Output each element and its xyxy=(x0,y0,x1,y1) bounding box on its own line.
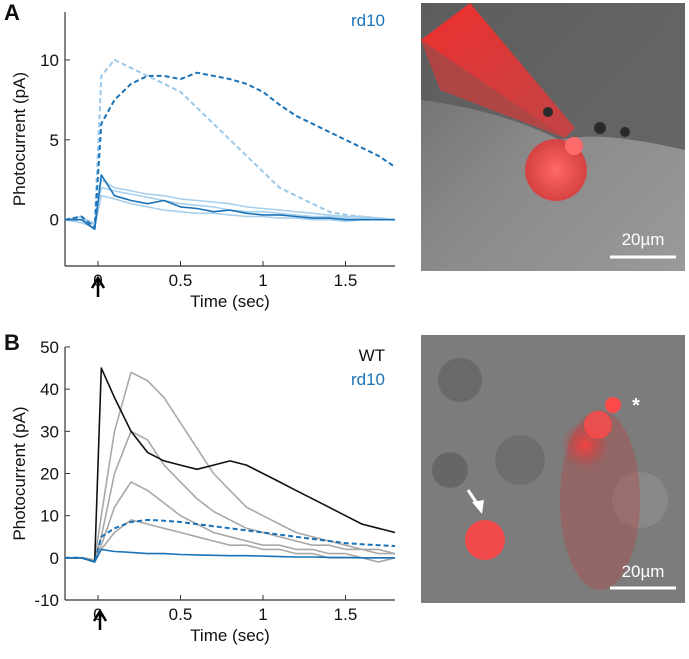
trace xyxy=(64,178,396,226)
trace xyxy=(65,174,395,231)
trace xyxy=(64,194,395,229)
trace xyxy=(65,481,395,561)
stimulus-arrow xyxy=(92,608,108,630)
trace xyxy=(64,71,396,229)
trace xyxy=(65,371,396,561)
x-tick-label: 0 xyxy=(93,605,102,624)
y-tick-label: 50 xyxy=(40,338,59,357)
trace xyxy=(65,518,396,563)
annotation: WT xyxy=(359,346,385,365)
trace xyxy=(65,430,395,561)
panel-label: A xyxy=(4,0,20,25)
trace xyxy=(65,367,396,563)
y-axis-label: Photocurrent (pA) xyxy=(10,72,29,206)
y-tick-label: 5 xyxy=(50,131,59,150)
micrograph-a: 20µm xyxy=(421,3,685,271)
scale-label: 20µm xyxy=(622,230,665,249)
y-tick-label: 40 xyxy=(40,380,59,399)
x-axis-label: Time (sec) xyxy=(190,292,270,311)
x-tick-label: 1 xyxy=(258,271,267,290)
annotation: rd10 xyxy=(351,11,385,30)
x-axis-label: Time (sec) xyxy=(190,626,270,645)
annotation: rd10 xyxy=(351,370,385,389)
trace xyxy=(65,186,395,224)
y-axis-label: Photocurrent (pA) xyxy=(10,406,29,540)
trace xyxy=(65,58,396,226)
y-tick-label: 10 xyxy=(40,507,59,526)
x-tick-label: 0 xyxy=(93,271,102,290)
y-tick-label: 0 xyxy=(50,549,59,568)
x-tick-label: 1.5 xyxy=(334,605,358,624)
x-tick-label: 0.5 xyxy=(169,271,193,290)
x-tick-label: 0.5 xyxy=(169,605,193,624)
panel-label: B xyxy=(4,330,20,355)
asterisk: * xyxy=(632,395,640,417)
y-tick-label: 20 xyxy=(40,465,59,484)
scale-label: 20µm xyxy=(622,562,665,581)
x-tick-label: 1 xyxy=(258,605,267,624)
micrograph-b: * 20µm xyxy=(421,335,685,603)
x-tick-label: 1.5 xyxy=(334,271,358,290)
y-tick-label: 10 xyxy=(40,51,59,70)
y-tick-label: -10 xyxy=(34,591,59,610)
y-tick-label: 30 xyxy=(40,422,59,441)
y-tick-label: 0 xyxy=(50,211,59,230)
stimulus-arrow xyxy=(90,275,106,297)
trace xyxy=(65,548,395,563)
